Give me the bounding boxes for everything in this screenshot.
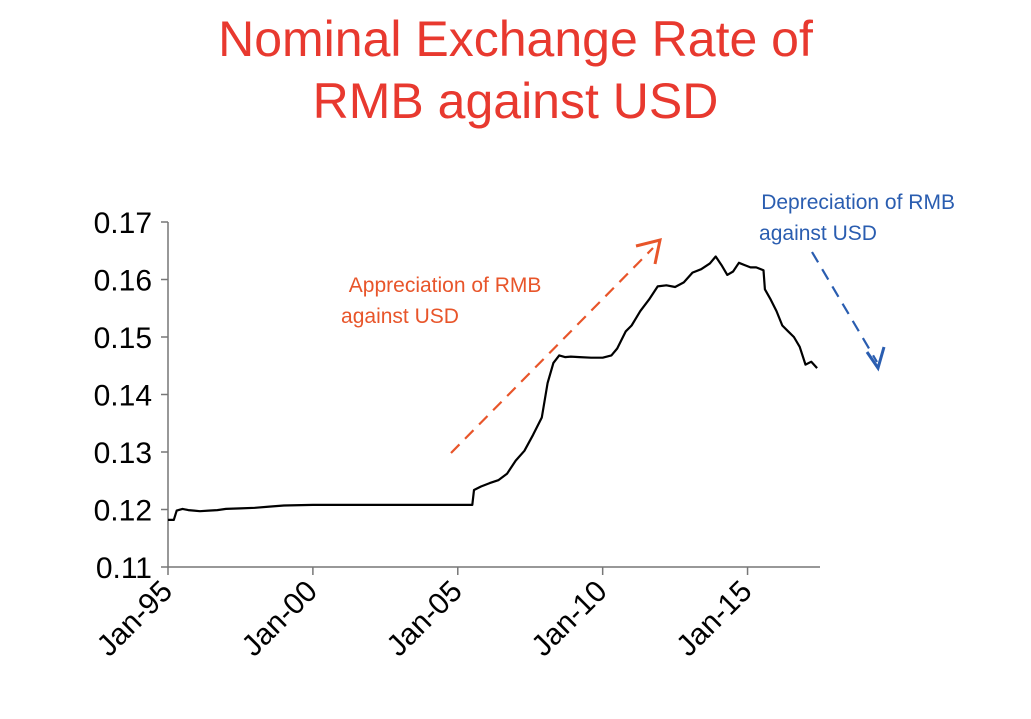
appreciation-label-line-1: Appreciation of RMB [349,274,542,297]
y-tick-label: 0.16 [94,265,152,298]
y-tick-label: 0.12 [94,495,152,528]
appreciation-label-line-2: against USD [341,305,459,328]
x-tick-label: Jan-05 [381,575,469,663]
x-tick-label: Jan-95 [91,575,179,663]
depreciation-label: Depreciation of RMB against USD [759,191,961,245]
chart-title-line-1: Nominal Exchange Rate of [218,11,813,67]
chart-title: Nominal Exchange Rate of RMB against USD [0,8,1031,132]
x-tick-label: Jan-10 [525,575,613,663]
y-tick-label: 0.15 [94,322,152,355]
depreciation-label-line-1: Depreciation of RMB [761,191,955,214]
appreciation-arrow [450,247,654,454]
exchange-rate-line [168,255,818,521]
depreciation-arrowhead [865,346,886,372]
appreciation-arrowhead [635,237,662,265]
x-tick-label: Jan-00 [236,575,324,663]
y-axis-ticks: 0.11 0.12 0.13 0.14 0.15 0.16 0.17 [94,207,168,585]
depreciation-arrow [811,251,878,363]
y-tick-label: 0.17 [94,207,152,240]
x-axis-ticks: Jan-95 Jan-00 Jan-05 Jan-10 Jan-15 [91,567,759,663]
chart-title-line-2: RMB against USD [312,73,719,129]
appreciation-label: Appreciation of RMB against USD [341,274,547,328]
y-tick-label: 0.14 [94,380,152,413]
x-tick-label: Jan-15 [670,575,758,663]
depreciation-label-line-2: against USD [759,222,877,245]
y-tick-label: 0.13 [94,437,152,470]
y-tick-label: 0.11 [96,552,152,585]
